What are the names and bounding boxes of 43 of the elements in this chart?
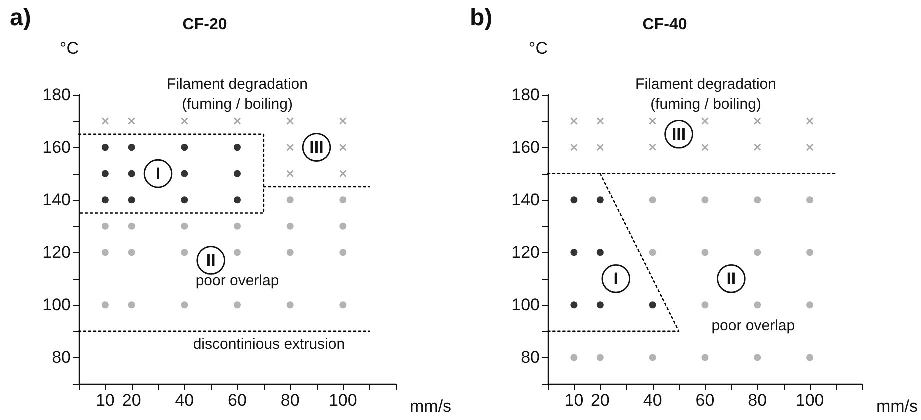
x-tick-label: 20 — [122, 391, 142, 410]
x-tick-label: 40 — [643, 391, 662, 410]
text: a) — [10, 4, 32, 32]
x-tick-label: 100 — [328, 391, 358, 410]
x-tick-label: 40 — [175, 391, 194, 410]
annotation: discontinious extrusion — [193, 336, 346, 354]
x-tick-label: 80 — [280, 391, 300, 410]
x-tick-label: 100 — [796, 391, 824, 410]
annotation: Filament degradation (fuming / boiling) — [167, 76, 308, 114]
y-tick-label: 140 — [42, 190, 71, 210]
annotation: II — [206, 251, 216, 270]
annotation: poor overlap — [712, 317, 796, 334]
y-tick-label: 100 — [42, 296, 71, 315]
annotation: Filament degradation (fuming / boiling) — [636, 76, 776, 114]
x-tick-label: 60 — [228, 391, 247, 410]
annotation: I — [156, 164, 161, 184]
y-tick-label: 160 — [512, 138, 540, 158]
y-tick-label: 140 — [512, 190, 540, 210]
x-tick-label: 10 — [96, 391, 115, 410]
x-tick-label: 10 — [564, 391, 584, 410]
y-axis-title: °C — [528, 39, 548, 58]
chart-title: CF-40 — [642, 16, 688, 34]
x-tick-label: 80 — [748, 391, 768, 410]
y-tick-label: 80 — [52, 348, 71, 368]
annotation: I — [614, 269, 618, 288]
annotation: poor overlap — [196, 272, 280, 290]
chart-title: CF-20 — [182, 16, 228, 34]
x-axis-title: mm/s — [876, 397, 918, 416]
x-axis-title: mm/s — [410, 397, 452, 416]
y-axis-title: °C — [60, 39, 79, 58]
y-tick-label: 120 — [512, 243, 540, 262]
y-tick-label: 100 — [512, 296, 540, 315]
y-tick-label: 180 — [42, 86, 71, 104]
text: b) — [470, 4, 493, 32]
y-tick-label: 180 — [512, 86, 540, 104]
y-tick-label: 120 — [42, 243, 71, 262]
annotation: III — [310, 138, 324, 158]
x-tick-label: 60 — [696, 391, 715, 410]
y-tick-label: 80 — [521, 348, 540, 368]
annotation: III — [672, 124, 686, 144]
y-tick-label: 160 — [42, 138, 71, 158]
x-tick-label: 20 — [590, 391, 610, 410]
annotation: II — [726, 269, 736, 288]
